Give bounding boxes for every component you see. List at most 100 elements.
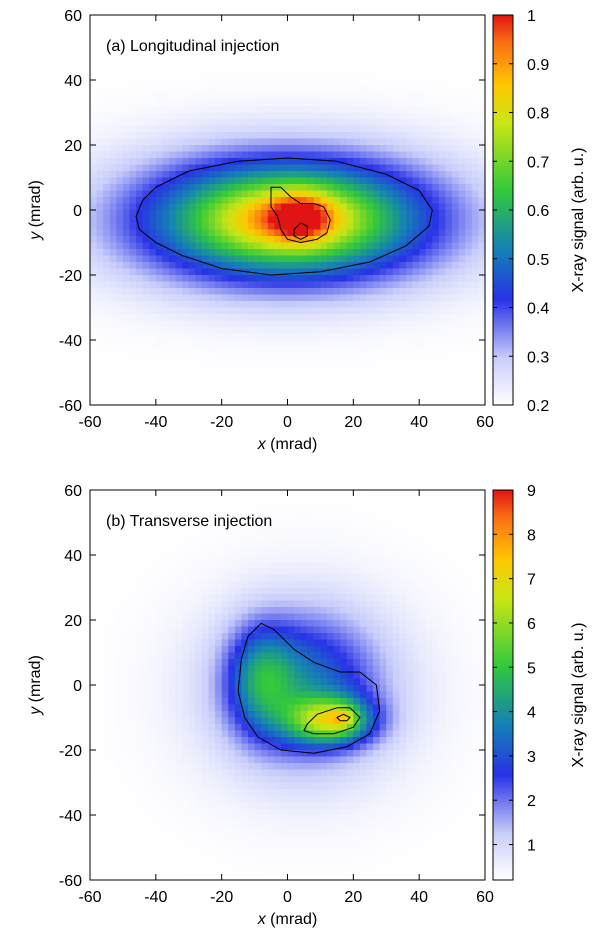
heat-cell bbox=[188, 496, 196, 504]
heat-cell bbox=[142, 535, 150, 543]
heat-cell bbox=[234, 568, 243, 576]
heat-cell bbox=[412, 581, 420, 589]
heat-cell bbox=[241, 28, 249, 36]
heat-cell bbox=[300, 80, 308, 88]
heat-cell bbox=[333, 548, 341, 556]
heat-cell bbox=[267, 112, 275, 120]
heat-cell bbox=[458, 359, 466, 367]
heat-cell bbox=[392, 119, 401, 127]
heat-cell bbox=[445, 372, 453, 380]
heat-cell bbox=[274, 346, 282, 354]
heat-cell bbox=[96, 158, 104, 166]
heat-cell bbox=[175, 555, 183, 563]
heat-cell bbox=[386, 255, 394, 263]
heat-cell bbox=[412, 594, 420, 602]
heat-cell bbox=[340, 80, 348, 88]
heat-cell bbox=[116, 73, 124, 81]
heat-cell bbox=[261, 359, 269, 367]
heat-cell bbox=[419, 535, 427, 543]
heat-cell bbox=[373, 620, 381, 628]
heat-cell bbox=[169, 171, 177, 179]
heat-cell bbox=[169, 294, 177, 302]
heat-cell bbox=[412, 392, 420, 400]
heat-cell bbox=[340, 398, 348, 406]
heat-cell bbox=[287, 385, 295, 393]
heat-cell bbox=[116, 294, 124, 302]
heat-cell bbox=[169, 496, 177, 504]
heat-cell bbox=[122, 197, 131, 205]
heat-cell bbox=[162, 73, 170, 81]
heat-cell bbox=[307, 132, 315, 140]
heat-cell bbox=[373, 158, 381, 166]
heat-cell bbox=[136, 288, 144, 296]
heat-cell bbox=[103, 151, 111, 159]
heat-cell bbox=[478, 216, 486, 224]
heat-cell bbox=[280, 60, 289, 68]
heat-cell bbox=[366, 80, 374, 88]
heat-cell bbox=[149, 15, 157, 23]
heat-cell bbox=[155, 555, 164, 563]
heat-cell bbox=[294, 203, 302, 211]
heat-cell bbox=[254, 151, 262, 159]
heat-cell bbox=[234, 535, 243, 543]
heat-cell bbox=[234, 125, 243, 133]
heat-cell bbox=[234, 346, 243, 354]
heat-cell bbox=[373, 307, 381, 315]
heat-cell bbox=[373, 93, 381, 101]
heat-cell bbox=[274, 555, 282, 563]
heat-cell bbox=[162, 249, 170, 257]
heat-cell bbox=[136, 366, 144, 374]
heat-cell bbox=[307, 398, 315, 406]
heat-cell bbox=[267, 73, 275, 81]
heat-cell bbox=[188, 294, 196, 302]
heat-cell bbox=[169, 262, 177, 270]
heat-cell bbox=[162, 581, 170, 589]
heat-cell bbox=[182, 568, 190, 576]
heat-cell bbox=[103, 574, 111, 582]
heat-cell bbox=[392, 333, 401, 341]
heat-cell bbox=[300, 607, 308, 615]
heat-cell bbox=[109, 379, 117, 387]
heat-cell bbox=[471, 112, 480, 120]
heat-cell bbox=[228, 21, 236, 29]
heat-cell bbox=[465, 229, 473, 237]
heat-cell bbox=[103, 516, 111, 524]
heat-cell bbox=[208, 626, 216, 634]
heat-cell bbox=[248, 67, 256, 75]
heat-cell bbox=[432, 73, 440, 81]
heat-cell bbox=[155, 138, 164, 146]
heat-cell bbox=[248, 594, 256, 602]
heat-cell bbox=[313, 398, 322, 406]
heat-cell bbox=[458, 255, 466, 263]
heat-cell bbox=[169, 385, 177, 393]
heat-cell bbox=[175, 568, 183, 576]
heat-cell bbox=[162, 184, 170, 192]
heat-cell bbox=[254, 268, 262, 276]
heat-cell bbox=[406, 275, 414, 283]
heat-cell bbox=[234, 288, 243, 296]
heat-cell bbox=[169, 555, 177, 563]
heat-cell bbox=[465, 359, 473, 367]
heat-cell bbox=[327, 613, 335, 621]
heat-cell bbox=[142, 119, 150, 127]
heat-cell bbox=[162, 548, 170, 556]
heat-cell bbox=[471, 47, 480, 55]
heat-cell bbox=[188, 132, 196, 140]
heat-cell bbox=[241, 197, 249, 205]
heat-cell bbox=[188, 301, 196, 309]
heat-cell bbox=[90, 594, 98, 602]
heat-cell bbox=[103, 587, 111, 595]
heat-cell bbox=[346, 587, 354, 595]
heat-cell bbox=[261, 229, 269, 237]
heat-cell bbox=[359, 47, 368, 55]
heat-cell bbox=[188, 535, 196, 543]
heat-cell bbox=[452, 125, 460, 133]
heat-cell bbox=[90, 197, 98, 205]
heat-cell bbox=[221, 372, 229, 380]
heat-cell bbox=[392, 359, 401, 367]
heat-cell bbox=[445, 54, 453, 62]
heat-cell bbox=[471, 138, 480, 146]
heat-cell bbox=[241, 229, 249, 237]
heat-cell bbox=[359, 535, 368, 543]
heat-cell bbox=[478, 93, 486, 101]
